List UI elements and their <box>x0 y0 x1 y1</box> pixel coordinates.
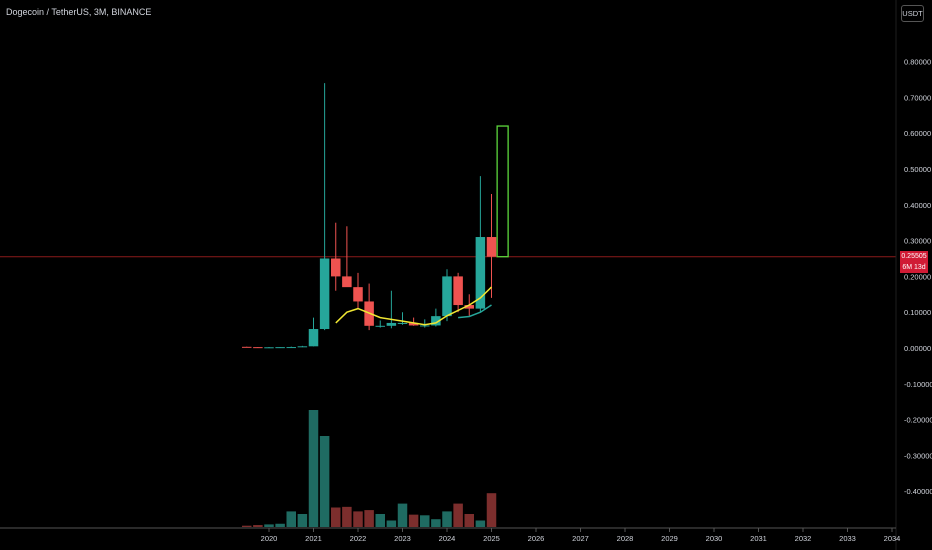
volume-bar <box>331 507 341 527</box>
price-axis-label: 0.40000 <box>904 201 931 210</box>
candle-body[interactable] <box>464 305 475 309</box>
price-axis-label: 0.80000 <box>904 58 931 67</box>
volume-bar <box>475 520 486 527</box>
candle-body[interactable] <box>486 237 497 257</box>
projection-box <box>496 125 509 258</box>
candle-body[interactable] <box>264 347 274 349</box>
price-axis-label: -0.30000 <box>904 451 932 460</box>
candle-body[interactable] <box>431 316 441 326</box>
candle-body[interactable] <box>331 258 341 277</box>
candle-body[interactable] <box>420 325 430 327</box>
time-axis-label: 2029 <box>661 534 678 543</box>
time-axis-label: 2022 <box>350 534 367 543</box>
candle-body[interactable] <box>353 287 363 302</box>
time-axis-label: 2034 <box>884 534 901 543</box>
price-axis-label: -0.40000 <box>904 487 932 496</box>
price-axis-label: 0.00000 <box>904 344 931 353</box>
volume-bar <box>319 436 330 527</box>
volume-bar <box>464 514 474 527</box>
candle-body[interactable] <box>286 347 297 349</box>
price-axis-label: 0.50000 <box>904 165 931 174</box>
price-axis-label: 0.30000 <box>904 237 931 246</box>
volume-bars <box>242 410 497 527</box>
time-axis-label: 2020 <box>261 534 278 543</box>
projection-rect <box>496 125 509 258</box>
candle-body[interactable] <box>375 325 386 327</box>
time-axis-label: 2023 <box>394 534 411 543</box>
price-axis-label: 0.60000 <box>904 129 931 138</box>
volume-bar <box>486 493 497 527</box>
volume-bar <box>375 514 385 527</box>
volume-bar <box>420 515 430 527</box>
volume-bar <box>386 520 397 527</box>
volume-bar <box>342 506 352 527</box>
candle-body[interactable] <box>319 258 330 330</box>
price-axis-label: -0.10000 <box>904 380 932 389</box>
volume-bar <box>308 410 319 527</box>
time-axis-label: 2021 <box>305 534 322 543</box>
volume-bar <box>264 524 274 527</box>
candles[interactable] <box>242 83 497 349</box>
time-axis-label: 2027 <box>572 534 589 543</box>
candle-body[interactable] <box>442 276 452 317</box>
currency-button[interactable]: USDT <box>901 5 924 22</box>
moving-average-lines <box>335 286 493 326</box>
volume-bar <box>353 511 363 527</box>
volume-bar <box>442 511 452 527</box>
ma-line-secondary <box>458 304 492 319</box>
time-axis-label: 2025 <box>483 534 500 543</box>
time-axis-label: 2024 <box>439 534 456 543</box>
volume-bar <box>431 519 441 527</box>
volume-bar <box>453 503 463 527</box>
time-axis-label: 2031 <box>750 534 767 543</box>
volume-bar <box>253 525 263 527</box>
ma-line <box>335 286 493 326</box>
time-axis-label: 2033 <box>839 534 856 543</box>
candle-body[interactable] <box>386 322 397 326</box>
price-axis-label: 0.10000 <box>904 308 931 317</box>
time-axis-label: 2028 <box>617 534 634 543</box>
candle-body[interactable] <box>453 276 463 306</box>
volume-bar <box>275 523 285 527</box>
candle-body[interactable] <box>275 347 285 349</box>
candle-body[interactable] <box>297 346 308 348</box>
time-axis-label: 2026 <box>528 534 545 543</box>
volume-bar <box>297 514 308 527</box>
volume-bar <box>397 503 408 527</box>
candle-body[interactable] <box>242 346 252 348</box>
volume-bar <box>286 511 296 527</box>
price-axis-label: 0.20000 <box>904 272 931 281</box>
volume-bar <box>242 525 252 527</box>
candle-body[interactable] <box>253 347 263 349</box>
candle-body[interactable] <box>308 329 319 347</box>
price-axis-label: -0.20000 <box>904 416 932 425</box>
volume-bar <box>408 514 419 527</box>
chart-title: Dogecoin / TetherUS, 3M, BINANCE <box>6 7 152 17</box>
price-axis-label: 0.70000 <box>904 93 931 102</box>
bar-countdown-tag: 6M 13d <box>900 261 928 273</box>
current-price-tag: 0.25505 <box>900 250 928 262</box>
time-axis-label: 2030 <box>706 534 723 543</box>
volume-bar <box>364 510 374 527</box>
candle-body[interactable] <box>342 276 352 288</box>
candle-body[interactable] <box>397 322 408 324</box>
candle-body[interactable] <box>408 322 419 326</box>
candle-body[interactable] <box>475 237 486 309</box>
time-axis-label: 2032 <box>795 534 812 543</box>
